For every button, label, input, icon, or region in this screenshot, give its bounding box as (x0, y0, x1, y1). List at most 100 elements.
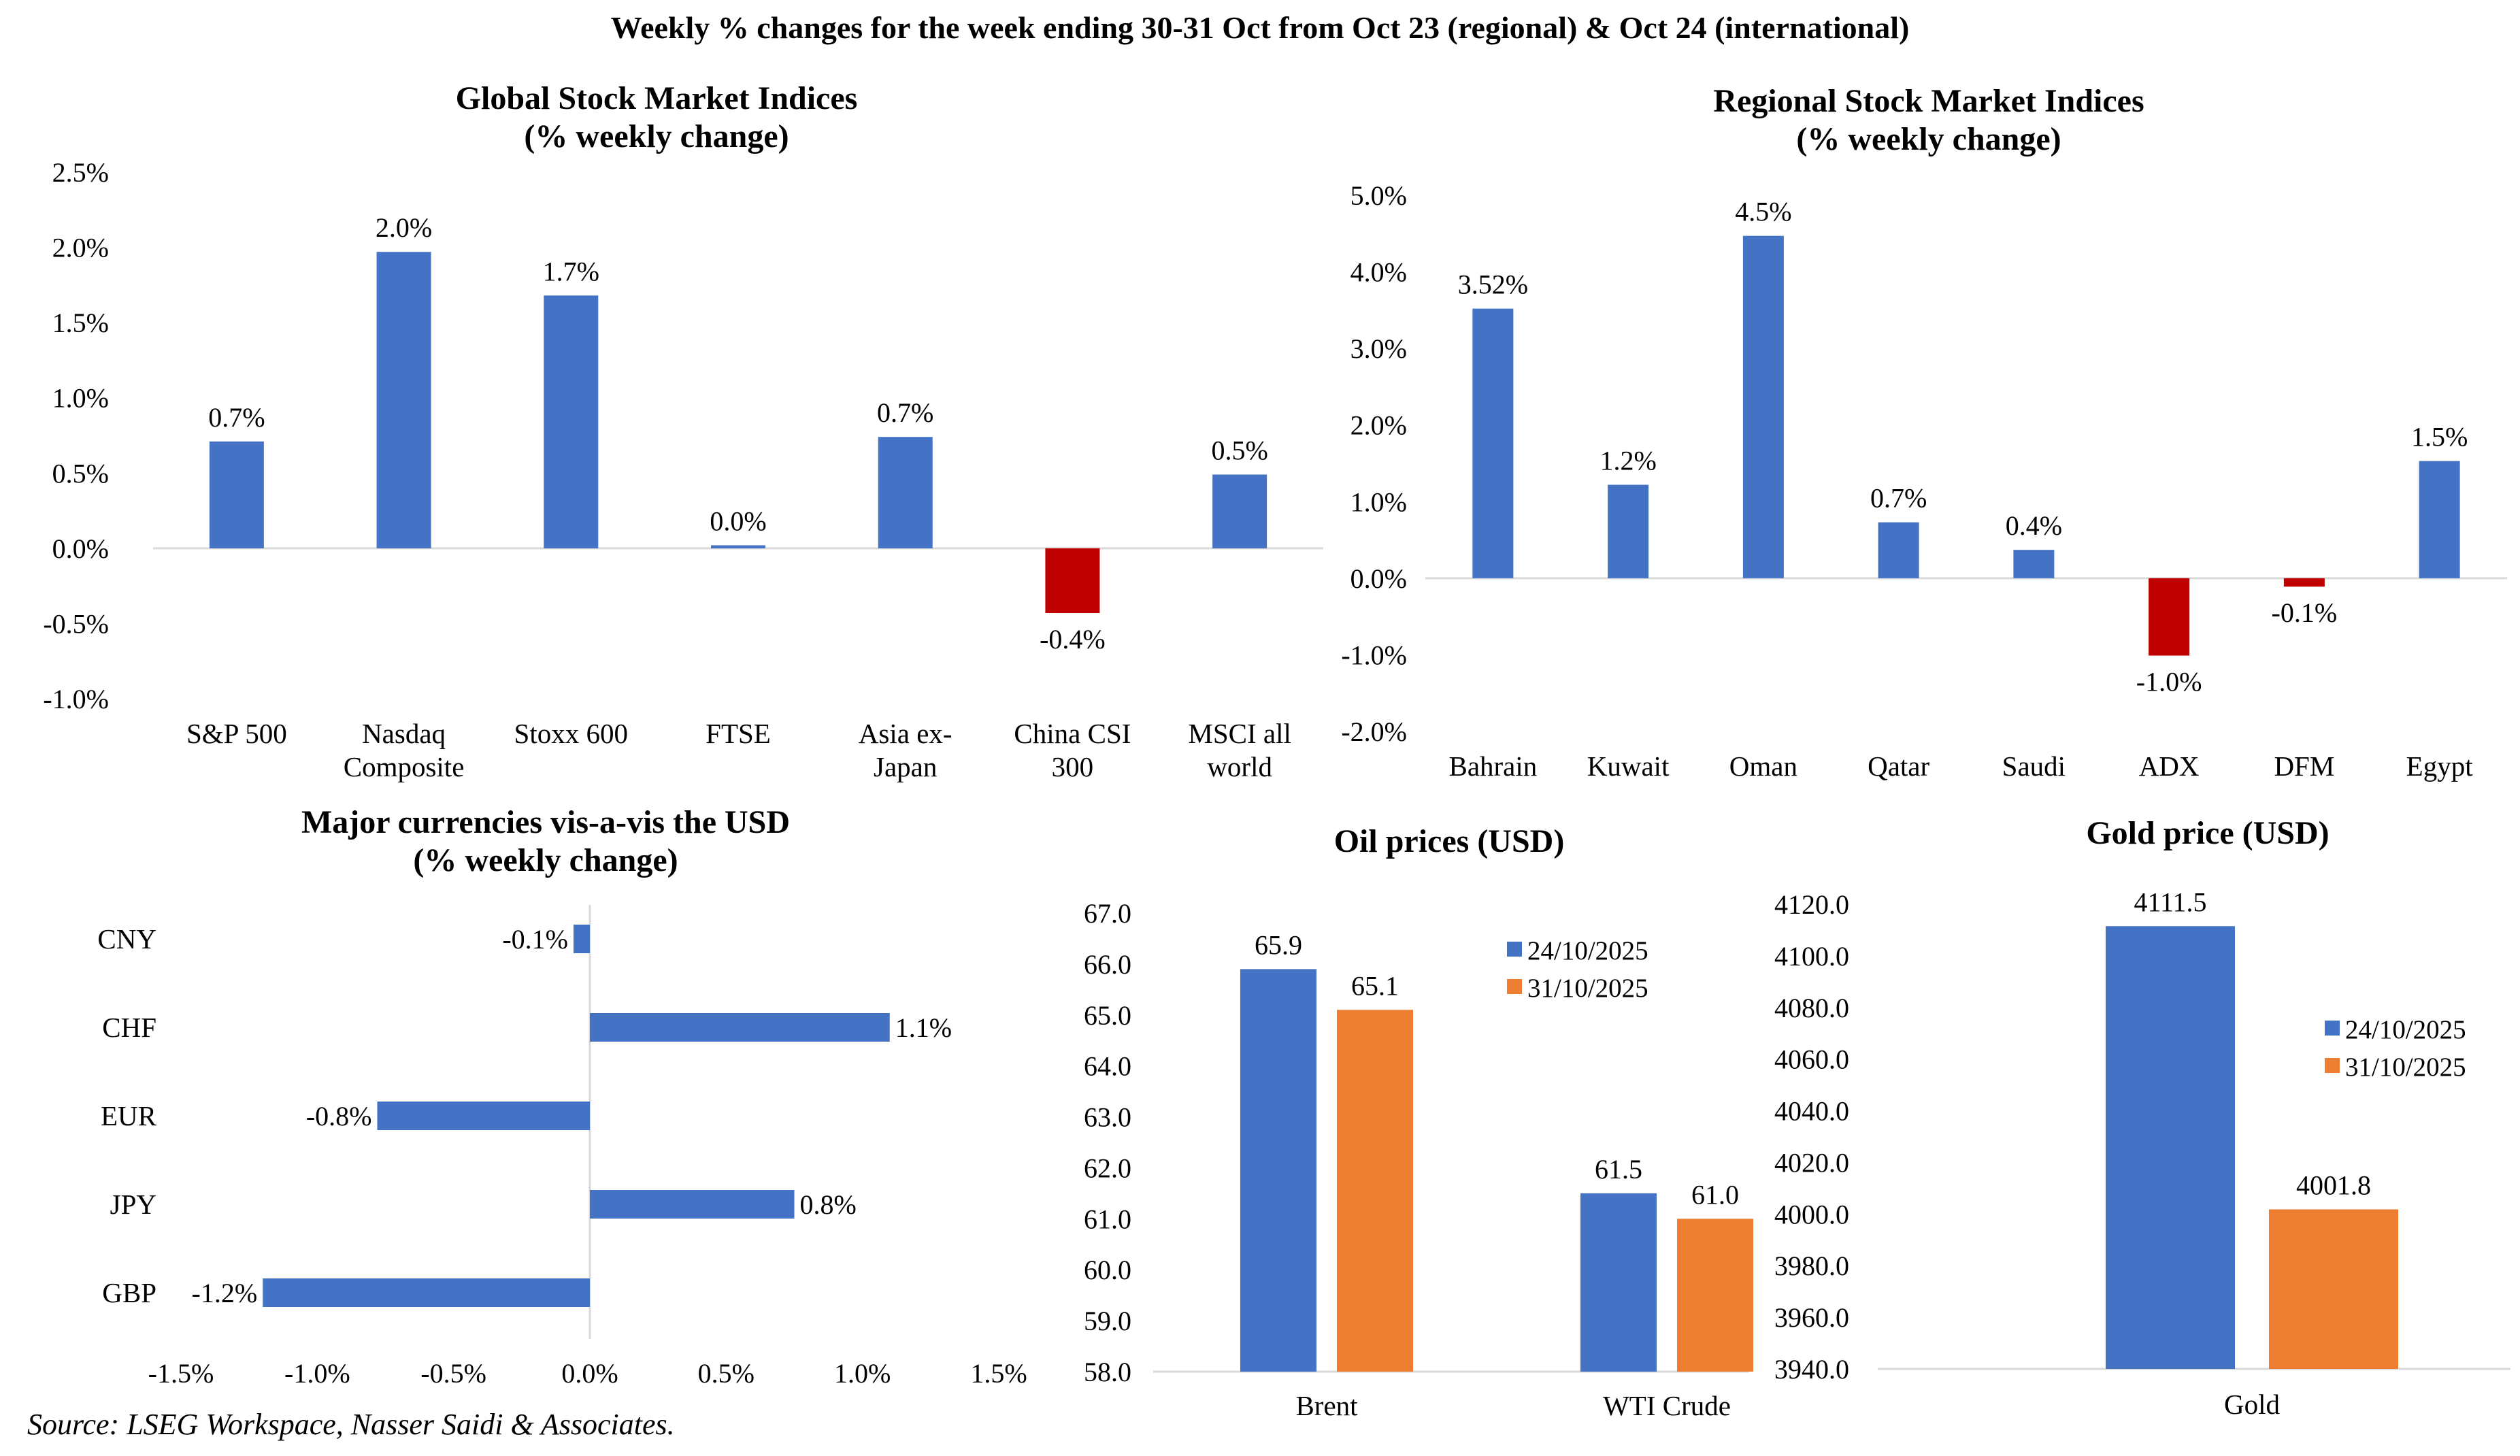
page-title: Weekly % changes for the week ending 30-… (610, 10, 1910, 45)
regional-bar-0 (1472, 308, 1514, 578)
oil-y-tick-label: 66.0 (1084, 949, 1131, 980)
regional-y-tick-label: 5.0% (1350, 180, 1407, 211)
global-bar-6 (1212, 474, 1267, 548)
regional-y-tick-label: 0.0% (1350, 563, 1407, 594)
gold-bar-24-10-2025-0 (2106, 926, 2235, 1369)
gold-legend-swatch (2325, 1058, 2340, 1073)
gold-y-tick-label: 3960.0 (1774, 1302, 1849, 1333)
global-category-label: Nasdaq Composite (344, 718, 465, 782)
global-bar-5 (1045, 548, 1100, 613)
regional-data-label: 1.2% (1599, 446, 1656, 476)
oil-bar-24-10-2025-1 (1580, 1193, 1657, 1372)
global-chart-title-line: (% weekly change) (524, 118, 789, 154)
global-y-tick-label: -1.0% (43, 684, 109, 714)
currencies-data-label: -0.8% (306, 1101, 372, 1131)
gold-y-tick-label: 3940.0 (1774, 1354, 1849, 1385)
oil-data-label: 61.0 (1691, 1179, 1739, 1210)
oil-y-tick-label: 60.0 (1084, 1255, 1131, 1285)
regional-bar-3 (1878, 522, 1919, 578)
regional-bar-7 (2419, 461, 2460, 578)
global-category-label-line: Asia ex- (859, 718, 952, 749)
global-data-label: 2.0% (376, 212, 432, 243)
gold-chart-title: Gold price (USD) (2086, 815, 2329, 851)
gold-data-label: 4001.8 (2296, 1170, 2371, 1201)
global-category-label: S&P 500 (186, 718, 287, 749)
regional-category-label: Qatar (1868, 750, 1929, 782)
regional-category-label: Bahrain (1448, 750, 1537, 782)
currencies-data-label: -0.1% (502, 924, 568, 955)
regional-chart-title: Regional Stock Market Indices (% weekly c… (1713, 83, 2144, 157)
regional-bar-1 (1608, 484, 1649, 578)
currencies-data-label: 1.1% (895, 1012, 952, 1043)
global-category-label-line: 300 (1052, 751, 1094, 782)
global-data-label: 0.7% (208, 402, 265, 433)
regional-data-label: -1.0% (2136, 667, 2202, 697)
regional-bar-4 (2013, 550, 2055, 578)
gold-y-tick-label: 4100.0 (1774, 941, 1849, 972)
currencies-x-tick-label: -1.5% (148, 1358, 214, 1389)
regional-chart-title-line: Regional Stock Market Indices (1713, 83, 2144, 119)
regional-category-label: Kuwait (1587, 750, 1670, 782)
regional-chart-title-line: (% weekly change) (1796, 121, 2061, 157)
currencies-bar-4 (263, 1278, 590, 1307)
gold-y-tick-label: 4120.0 (1774, 889, 1849, 920)
regional-category-label-line: Kuwait (1587, 750, 1670, 782)
global-data-label: 1.7% (543, 256, 599, 286)
gold-chart-title-line: Gold price (USD) (2086, 815, 2329, 851)
global-data-label: 0.7% (877, 397, 933, 428)
global-chart-title: Global Stock Market Indices (% weekly cha… (456, 80, 858, 154)
gold-y-tick-label: 4080.0 (1774, 993, 1849, 1023)
regional-category-label: Egypt (2406, 750, 2474, 782)
currencies-x-tick-label: 0.5% (698, 1358, 755, 1389)
oil-y-tick-label: 64.0 (1084, 1051, 1131, 1082)
gold-category-label: Gold (2224, 1389, 2280, 1420)
regional-category-label-line: Oman (1729, 750, 1797, 782)
oil-y-tick-label: 59.0 (1084, 1306, 1131, 1336)
oil-y-tick-label: 62.0 (1084, 1153, 1131, 1183)
oil-y-tick-label: 63.0 (1084, 1102, 1131, 1133)
currencies-x-tick-label: 0.0% (561, 1358, 618, 1389)
regional-bar-5 (2149, 578, 2190, 656)
regional-data-label: 1.5% (2411, 422, 2468, 452)
global-bar-4 (878, 437, 933, 548)
oil-y-tick-label: 67.0 (1084, 898, 1131, 929)
currencies-data-label: 0.8% (800, 1189, 857, 1220)
regional-y-tick-label: -2.0% (1341, 716, 1407, 747)
oil-legend-swatch (1507, 979, 1522, 994)
oil-y-tick-label: 65.0 (1084, 1000, 1131, 1031)
gold-y-tick-label: 4020.0 (1774, 1147, 1849, 1178)
gold-y-tick-label: 3980.0 (1774, 1251, 1849, 1281)
global-data-label: 0.5% (1211, 435, 1267, 465)
currencies-data-label: -1.2% (192, 1278, 258, 1308)
global-category-label-line: Nasdaq (362, 718, 446, 749)
regional-bar-6 (2283, 578, 2325, 587)
oil-category-label: WTI Crude (1603, 1390, 1731, 1421)
global-category-label-line: China CSI (1014, 718, 1131, 749)
regional-category-label: ADX (2139, 750, 2200, 782)
regional-category-label-line: Saudi (2002, 750, 2066, 782)
currencies-category-label: GBP (102, 1277, 156, 1308)
oil-chart-title-line: Oil prices (USD) (1334, 823, 1565, 859)
oil-legend-label: 31/10/2025 (1527, 974, 1648, 1003)
global-y-tick-label: 0.5% (52, 458, 109, 489)
regional-y-tick-label: 4.0% (1350, 257, 1407, 288)
currencies-x-tick-label: -0.5% (420, 1358, 486, 1389)
oil-data-label: 65.1 (1351, 970, 1399, 1001)
currencies-chart-title-line: (% weekly change) (413, 842, 678, 878)
global-category-label: FTSE (706, 718, 771, 749)
regional-y-tick-label: -1.0% (1341, 640, 1407, 670)
oil-category-label: Brent (1295, 1390, 1358, 1421)
global-y-tick-label: -0.5% (43, 608, 109, 639)
gold-legend-swatch (2325, 1021, 2340, 1036)
gold-legend-label: 24/10/2025 (2345, 1015, 2466, 1044)
currencies-category-label: CNY (97, 923, 156, 955)
currencies-category-label: JPY (110, 1189, 156, 1220)
gold-legend-label: 31/10/2025 (2345, 1053, 2466, 1082)
currencies-x-tick-label: -1.0% (284, 1358, 350, 1389)
regional-category-label-line: Bahrain (1448, 750, 1537, 782)
global-category-label: Stoxx 600 (514, 718, 628, 749)
global-y-tick-label: 0.0% (52, 533, 109, 564)
global-category-label: China CSI 300 (1014, 718, 1131, 782)
regional-data-label: 0.7% (1870, 483, 1927, 514)
